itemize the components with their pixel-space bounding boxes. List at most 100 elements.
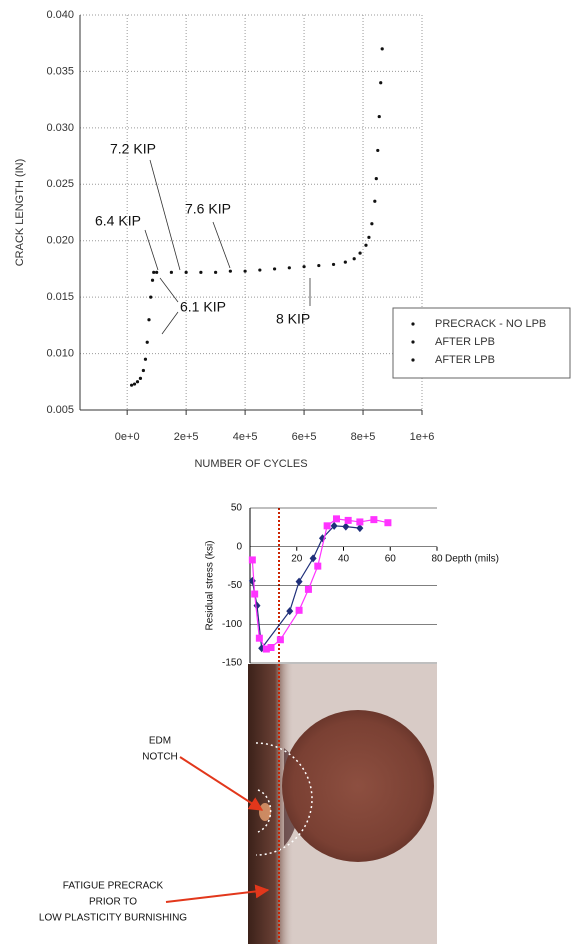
data-point	[370, 516, 378, 524]
data-point	[251, 590, 259, 598]
y-tick-label: 50	[231, 503, 243, 514]
x-tick-label: 60	[385, 553, 397, 564]
x-axis-label: NUMBER OF CYCLES	[194, 458, 307, 470]
image-label: LOW PLASTICITY BURNISHING	[39, 913, 187, 924]
data-point	[276, 636, 284, 644]
annotation: 7.2 KIP	[110, 141, 156, 157]
image-label: NOTCH	[142, 752, 178, 763]
data-point	[147, 318, 151, 322]
y-tick-label: 0.020	[46, 235, 74, 247]
legend-label: AFTER LPB	[435, 354, 495, 366]
data-point	[317, 263, 321, 268]
data-point	[287, 266, 291, 270]
y-tick-label: 0.040	[46, 9, 74, 21]
data-point	[358, 251, 362, 255]
series-line	[251, 525, 360, 650]
leader-line	[159, 277, 179, 303]
annotation: 7.6 KIP	[185, 201, 231, 217]
data-point	[356, 518, 364, 526]
data-point	[243, 269, 247, 273]
data-point	[141, 368, 145, 373]
data-point	[343, 260, 347, 264]
y-tick-label: 0.015	[46, 291, 74, 303]
y-tick-label: -100	[222, 619, 242, 630]
image-label: PRIOR TO	[89, 897, 137, 908]
legend-marker	[411, 358, 415, 362]
x-tick-label: 40	[338, 553, 350, 564]
data-point	[214, 270, 218, 274]
x-tick-label: 4e+5	[233, 431, 258, 443]
annotation: 6.1 KIP	[180, 299, 226, 315]
data-point	[152, 270, 156, 274]
data-point	[374, 177, 378, 181]
image-label: EDM	[149, 736, 171, 747]
data-point	[199, 270, 203, 274]
data-point	[356, 524, 364, 533]
data-point	[377, 114, 381, 119]
y-tick-label: 0	[236, 541, 242, 552]
data-point	[373, 199, 377, 203]
data-point	[155, 270, 159, 274]
data-point	[352, 257, 356, 261]
leader-line	[149, 159, 181, 271]
leader-line	[161, 311, 179, 335]
chart: 0.005 0.010 0.015 0.020 0.025 0.030 0.035 0.040…	[14, 9, 571, 470]
data-point	[344, 516, 352, 524]
data-point	[143, 357, 148, 361]
data-point	[228, 269, 232, 273]
arrow	[179, 756, 264, 811]
y-tick-label: 0.010	[46, 347, 74, 359]
photo-spot	[282, 710, 434, 862]
annotation: 8 KIP	[276, 311, 310, 327]
data-point	[135, 380, 140, 384]
x-tick-label: 8e+5	[351, 431, 376, 443]
data-point	[379, 81, 383, 85]
data-point	[132, 382, 137, 386]
leader-line	[144, 229, 159, 271]
data-point	[331, 262, 336, 267]
data-point	[255, 634, 263, 642]
data-point	[169, 270, 173, 274]
legend-marker	[411, 340, 415, 344]
data-point	[184, 270, 188, 274]
x-tick-label: 2e+5	[174, 431, 199, 443]
legend	[392, 307, 571, 379]
data-point	[272, 267, 277, 271]
data-point	[376, 148, 380, 153]
notch-outline	[257, 789, 272, 833]
notch-glow	[259, 803, 271, 821]
data-point	[258, 268, 262, 272]
chart: -150 -100 -50 0 50 20 40 60 80 Depth (mils) Residu…	[205, 503, 499, 669]
data-point	[309, 554, 317, 563]
data-point	[342, 522, 350, 531]
legend-label: PRECRACK - NO LPB	[435, 318, 546, 330]
leader-line	[212, 221, 231, 269]
data-point	[304, 585, 312, 593]
x-tick-label: 6e+5	[292, 431, 317, 443]
precrack-outline	[255, 742, 313, 856]
data-point	[262, 645, 270, 653]
data-point	[253, 601, 261, 610]
y-tick-label: 0.030	[46, 122, 74, 134]
x-axis-label: Depth (mils)	[445, 553, 499, 564]
data-point	[295, 606, 303, 614]
annotation: 6.4 KIP	[95, 213, 141, 229]
data-point	[364, 243, 368, 247]
data-point	[332, 515, 340, 523]
y-tick-label: -50	[228, 580, 243, 591]
data-point	[367, 235, 371, 239]
x-tick-label: 1e+6	[410, 431, 435, 443]
data-point	[129, 383, 134, 387]
legend-marker	[411, 322, 415, 326]
data-point	[286, 607, 294, 616]
data-point	[138, 376, 143, 380]
legend-label: AFTER LPB	[435, 336, 495, 348]
y-tick-label: 0.035	[46, 65, 74, 77]
y-axis-label: CRACK LENGTH (IN)	[14, 159, 26, 267]
data-point	[295, 577, 303, 586]
image-label: FATIGUE PRECRACK	[63, 881, 164, 892]
x-tick-label: 80	[431, 553, 443, 564]
data-point	[323, 522, 331, 530]
micrograph: EDM NOTCH FATIGUE PRECRACK PRIOR TO LOW …	[39, 508, 437, 944]
